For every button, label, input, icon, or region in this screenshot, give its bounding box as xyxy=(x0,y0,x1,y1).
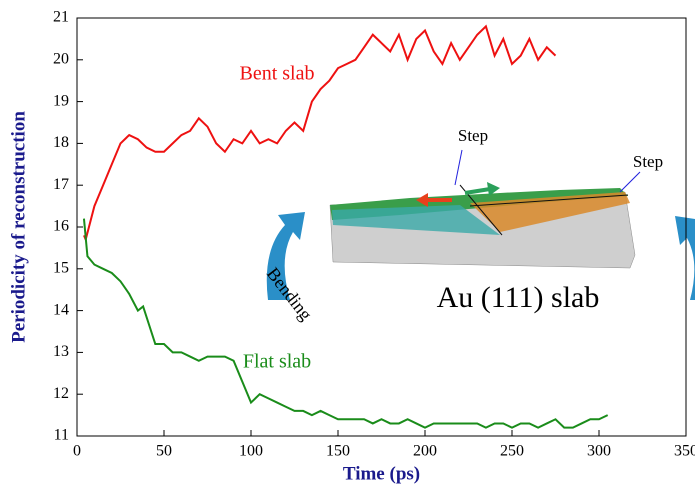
y-tick-label: 19 xyxy=(53,92,69,109)
x-tick-label: 50 xyxy=(156,443,172,460)
y-tick-label: 12 xyxy=(53,385,69,402)
x-tick-label: 250 xyxy=(500,443,524,460)
bending-arrow xyxy=(675,216,695,300)
arrow-right xyxy=(465,189,490,193)
series-label: Bent slab xyxy=(240,63,315,85)
x-tick-label: 100 xyxy=(239,443,263,460)
x-tick-label: 300 xyxy=(587,443,611,460)
annotation: Step xyxy=(633,152,663,171)
y-tick-label: 20 xyxy=(53,50,69,67)
y-tick-label: 14 xyxy=(53,301,69,318)
annotation: Au (111) slab xyxy=(437,281,600,314)
y-tick-label: 15 xyxy=(53,259,69,276)
y-tick-label: 18 xyxy=(53,134,69,151)
x-tick-label: 200 xyxy=(413,443,437,460)
annotation: Step xyxy=(458,126,488,145)
x-tick-label: 150 xyxy=(326,443,350,460)
y-tick-label: 11 xyxy=(54,427,69,444)
x-tick-label: 0 xyxy=(73,443,81,460)
x-axis-title: Time (ps) xyxy=(343,463,420,484)
y-tick-label: 16 xyxy=(53,218,69,235)
x-tick-label: 350 xyxy=(674,443,695,460)
y-tick-label: 21 xyxy=(53,9,69,26)
pointer xyxy=(620,172,640,192)
series-label: Flat slab xyxy=(243,351,311,373)
chart: 0 50 100 150 200 250 300 350 11 12 13 14 15 16 17 18 19 2… xyxy=(0,0,695,490)
y-axis-title: Periodicity of reconstruction xyxy=(8,111,29,343)
pointer xyxy=(455,150,462,185)
slab-inset xyxy=(267,150,695,300)
y-tick-label: 13 xyxy=(53,343,69,360)
y-tick-label: 17 xyxy=(53,176,69,193)
